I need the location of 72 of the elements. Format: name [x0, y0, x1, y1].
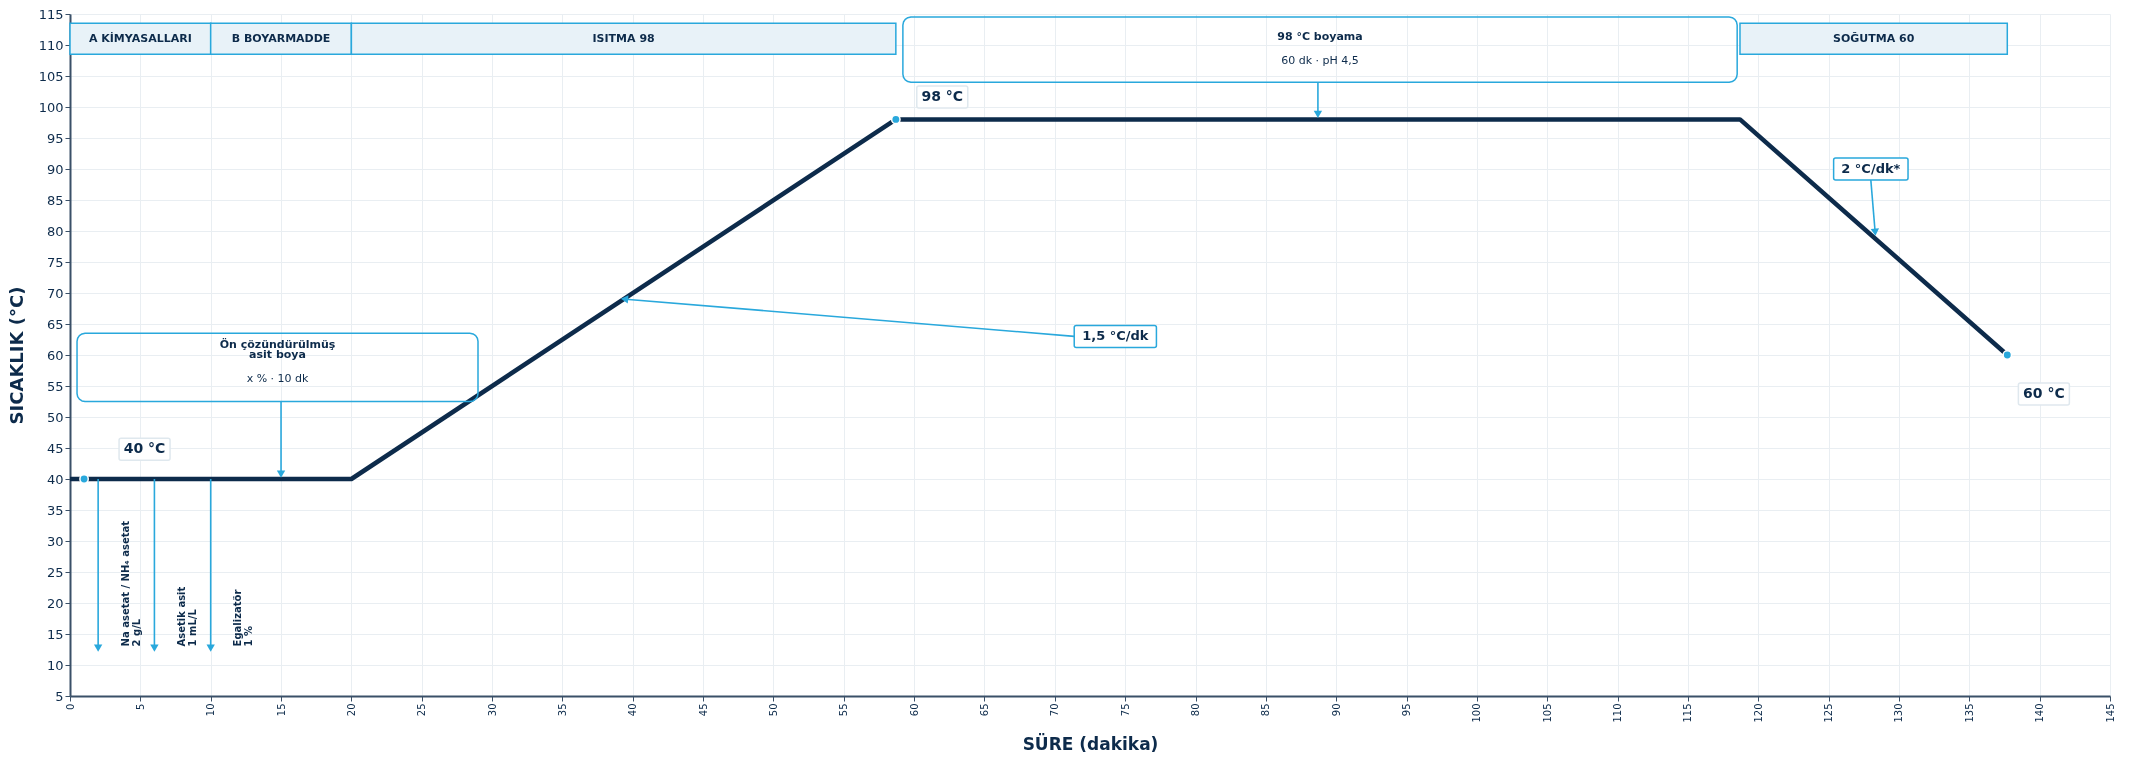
y-tick-label: 60	[46, 347, 64, 363]
y-tick-label: 40	[46, 471, 64, 487]
y-tick-label: 90	[46, 161, 64, 177]
y-tick-label: 10	[46, 657, 64, 673]
y-tick-label: 110	[38, 37, 64, 53]
x-tick-label: 95	[1401, 703, 1413, 717]
x-tick-label: 105	[1541, 703, 1553, 723]
y-tick-label: 65	[46, 316, 64, 332]
x-tick-label: 70	[1049, 703, 1061, 717]
y-tick-label: 20	[46, 595, 64, 611]
x-tick-label: 145	[2104, 703, 2116, 723]
annotation: 2 °C/dk*	[1841, 161, 1901, 176]
band-label: ISITMA 98	[592, 31, 655, 45]
annotation: 98 °C	[921, 88, 964, 105]
y-tick-label: 50	[46, 409, 64, 425]
y-tick-label: 45	[46, 440, 64, 456]
x-tick-label: 140	[2034, 703, 2046, 723]
x-tick-label: 75	[1119, 703, 1131, 717]
x-tick-label: 80	[1190, 703, 1202, 717]
annotation: Egalizatör 1 %	[232, 589, 255, 647]
x-tick-label: 35	[556, 703, 568, 717]
point	[2002, 350, 2013, 360]
y-tick-label: 100	[38, 99, 64, 115]
x-tick-label: 0	[64, 703, 76, 710]
y-tick-label: 80	[46, 223, 64, 239]
annotation: 60 dk · pH 4,5	[1281, 54, 1359, 68]
annotation: 98 °C boyama	[1277, 29, 1363, 43]
annotation: Na asetat / NH₄ asetat 2 g/L	[119, 520, 142, 647]
x-tick-label: 135	[1963, 703, 1975, 723]
x-tick-label: 110	[1612, 703, 1624, 723]
x-tick-label: 60	[908, 703, 920, 717]
x-tick-label: 85	[1260, 703, 1272, 717]
y-tick-label: 70	[46, 285, 64, 301]
x-axis-title: SÜRE (dakika)	[1022, 732, 1159, 754]
y-tick-label: 115	[38, 6, 64, 22]
x-tick-label: 125	[1823, 703, 1835, 723]
x-tick-label: 5	[134, 703, 146, 710]
y-axis-title: SICAKLIK (°C)	[5, 286, 27, 425]
y-tick-label: 35	[46, 502, 64, 518]
x-tick-label: 20	[345, 703, 357, 717]
x-tick-label: 10	[205, 703, 217, 717]
x-tick-label: 40	[627, 703, 639, 717]
annotation: x % · 10 dk	[246, 371, 310, 385]
annotation: 1,5 °C/dk	[1082, 328, 1149, 344]
y-tick-label: 55	[46, 378, 64, 394]
y-tick-label: 15	[46, 626, 64, 642]
x-tick-label: 130	[1893, 703, 1905, 723]
y-tick-label: 105	[38, 68, 64, 84]
x-tick-label: 100	[1471, 703, 1483, 723]
x-tick-label: 30	[486, 703, 498, 717]
x-tick-label: 45	[697, 703, 709, 717]
y-tick-label: 95	[46, 130, 64, 146]
y-tick-label: 75	[46, 254, 64, 270]
y-tick-label: 85	[46, 192, 64, 208]
annotation: Ön çözündürülmüş asit boya	[219, 337, 336, 362]
band-label: SOĞUTMA 60	[1832, 31, 1915, 45]
y-tick-label: 30	[46, 533, 64, 549]
band-label: A KİMYASALLARI	[88, 30, 192, 45]
annotation: 60 °C	[2023, 385, 2065, 402]
point	[79, 474, 89, 484]
x-tick-label: 65	[978, 703, 990, 717]
y-tick-label: 25	[46, 564, 64, 580]
x-tick-label: 90	[1330, 703, 1342, 717]
annotation: Asetik asit 1 mL/L	[175, 586, 198, 647]
annotation: 40 °C	[123, 440, 166, 457]
x-tick-label: 55	[838, 703, 850, 717]
x-tick-label: 25	[416, 703, 428, 717]
band-label: B BOYARMADDE	[231, 31, 331, 45]
x-tick-label: 15	[275, 703, 287, 717]
x-tick-label: 115	[1682, 703, 1694, 723]
x-tick-label: 50	[767, 703, 779, 717]
x-tick-label: 120	[1752, 703, 1764, 723]
